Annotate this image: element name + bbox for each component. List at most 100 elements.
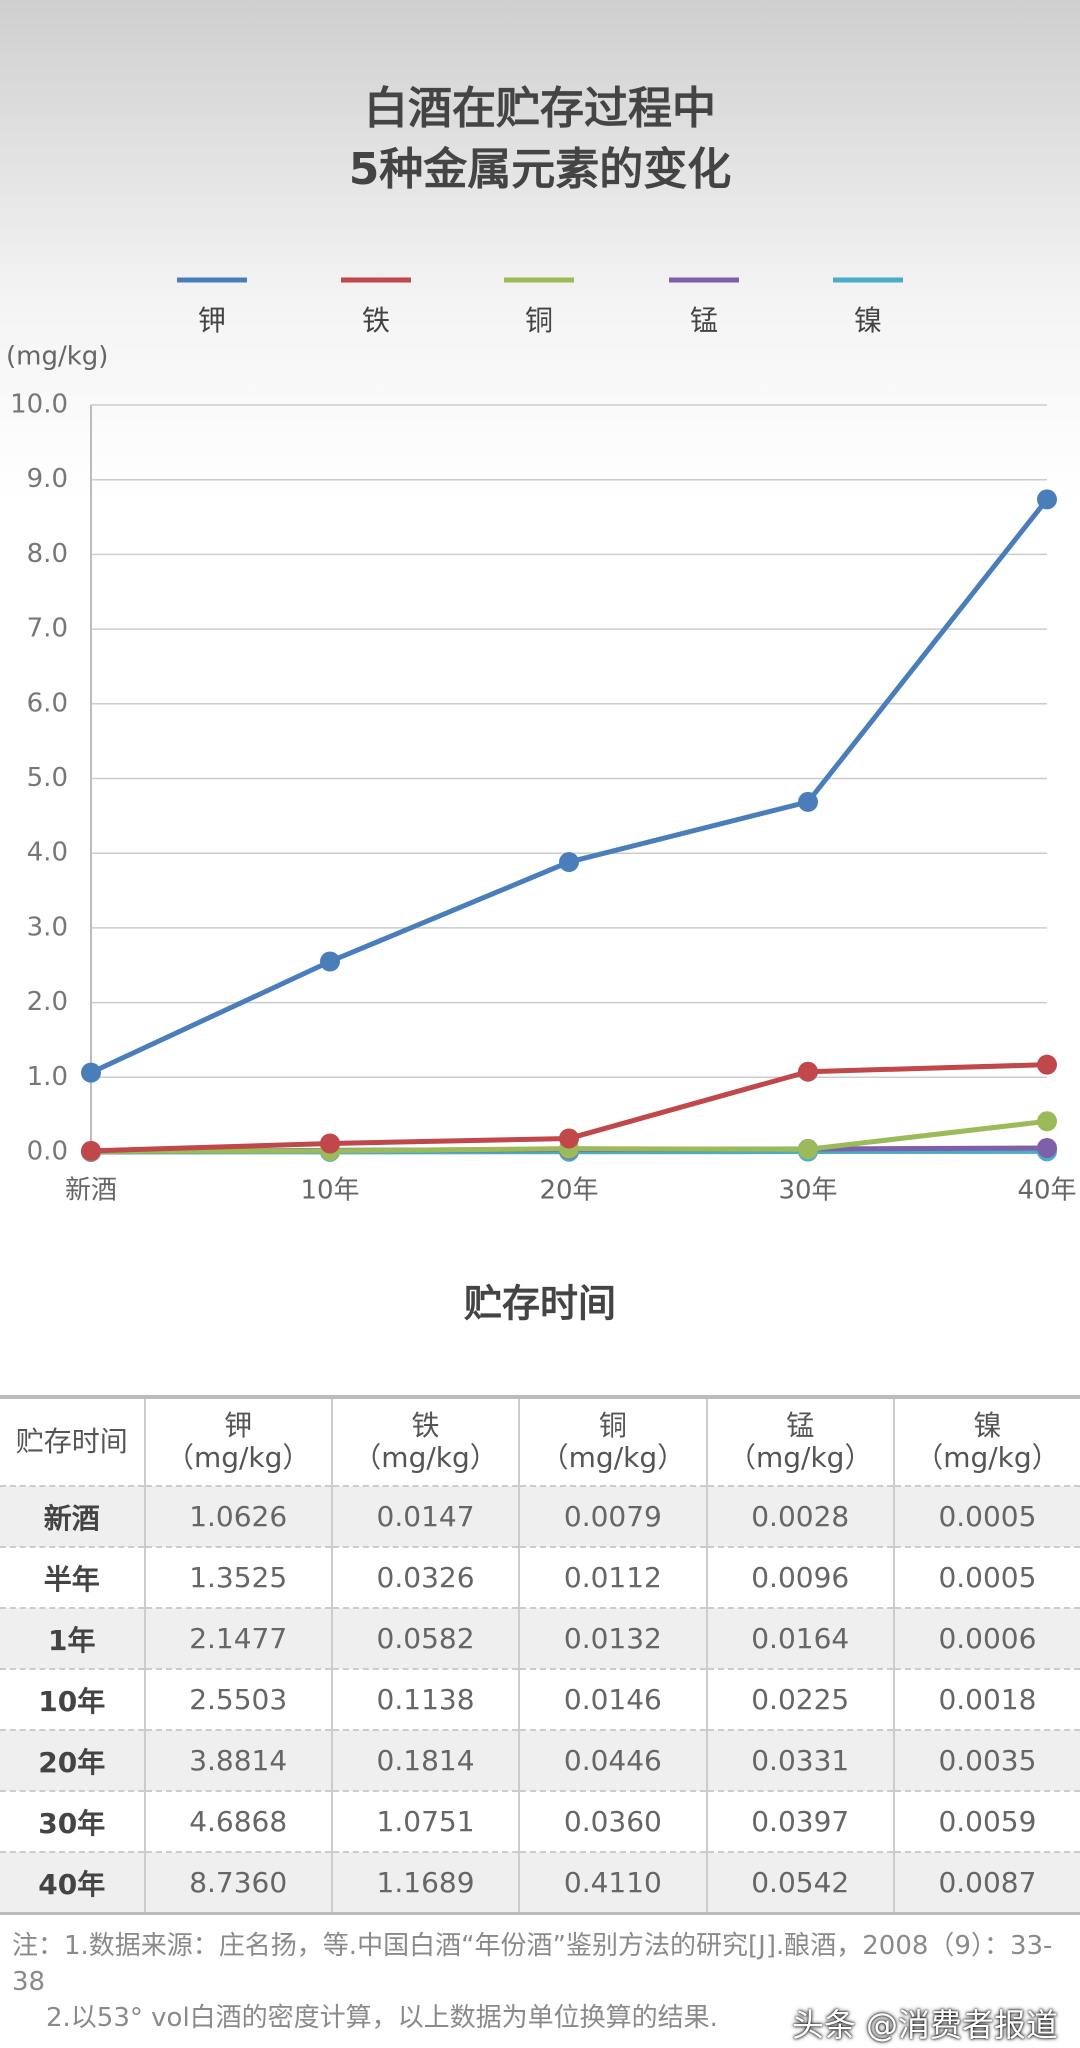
table-cell: 0.0446 [518,1729,707,1791]
table-cell: 30年 [0,1790,145,1852]
point [320,951,340,972]
table-cell: 0.0006 [892,1607,1080,1669]
point [1037,1137,1057,1158]
header-text: 钾 [224,1409,253,1442]
point [1037,489,1057,510]
table-cell: 10年 [0,1668,145,1730]
y-tick-label: 10.0 [10,390,68,420]
table-cell: 0.1138 [330,1668,520,1730]
x-axis-label: 贮存时间 [464,1282,616,1326]
table-cell: 0.0132 [518,1607,707,1669]
table-row: 半年 1.3525 0.0326 0.0112 0.0096 0.0005 [0,1546,1080,1608]
header-unit: （mg/kg） [727,1441,873,1474]
header-cell: 铁（mg/kg） [330,1397,520,1486]
y-tick-label: 0.0 [27,1137,68,1167]
table-cell: 0.0542 [705,1851,894,1914]
table-cell: 40年 [0,1851,145,1914]
legend-label: 钾 [198,304,226,337]
table-cell: 0.0005 [892,1485,1080,1547]
table-cell: 0.0147 [330,1485,520,1547]
note: 2.以53° vol白酒的密度计算，以上数据为单位换算的结果. [46,2003,718,2033]
point [320,1133,340,1154]
series-line [89,497,1049,1075]
table-cell: 0.0087 [892,1851,1080,1914]
y-tick-label: 8.0 [27,539,68,569]
x-tick-label: 10年 [300,1176,359,1206]
table-row: 1年 2.1477 0.0582 0.0132 0.0164 0.0006 [0,1607,1080,1669]
table-row: 10年 2.5503 0.1138 0.0146 0.0225 0.0018 [0,1668,1080,1730]
header-text: 铁 [411,1409,440,1442]
table-cell: 0.0164 [705,1607,894,1669]
y-tick-label: 3.0 [27,912,68,942]
header-cell: 钾（mg/kg） [143,1397,332,1486]
header-cell: 贮存时间 [0,1397,145,1486]
table-cell: 0.0397 [705,1790,894,1852]
y-tick-label: 7.0 [27,614,68,644]
y-tick-label: 2.0 [27,987,68,1017]
point [798,791,818,812]
table-cell: 0.0005 [892,1546,1080,1608]
x-tick-label: 30年 [778,1176,837,1206]
header-text: 铜 [598,1409,627,1442]
notes: 注：1.数据来源：庄名扬，等.中国白酒“年份酒”鉴别方法的研究[J].酿酒，20… [12,1928,1072,2036]
header-unit: （mg/kg） [353,1441,498,1474]
table-cell: 0.0331 [705,1729,894,1791]
table-cell: 0.0326 [330,1546,520,1608]
header-cell: 镍（mg/kg） [892,1397,1080,1486]
table-cell: 0.0360 [518,1790,707,1852]
x-tick-label: 新酒 [65,1176,117,1206]
table-cell: 2.5503 [143,1668,332,1730]
legend-label: 铜 [525,304,553,337]
note: 注：1.数据来源：庄名扬，等.中国白酒“年份酒”鉴别方法的研究[J].酿酒，20… [12,1931,1053,1997]
table-row: 30年 4.6868 1.0751 0.0360 0.0397 0.0059 [0,1790,1080,1852]
y-tick-label: 1.0 [27,1062,68,1092]
table-row: 新酒 1.0626 0.0147 0.0079 0.0028 0.0005 [0,1485,1080,1547]
table-cell: 1.0626 [143,1485,332,1547]
legend-label: 镍 [854,304,882,337]
table-cell: 0.0112 [518,1546,707,1608]
chart: 白酒在贮存过程中 5种金属元素的变化 (mg/kg) 贮存时间 0.0 1.0 2.… [6,83,1077,1326]
table-cell: 0.0225 [705,1668,894,1730]
table-cell: 0.0059 [892,1790,1080,1852]
y-tick-label: 6.0 [27,688,68,718]
point [81,1062,101,1083]
table-cell: 20年 [0,1729,145,1791]
header-row: 贮存时间钾（mg/kg）铁（mg/kg）铜（mg/kg）锰（mg/kg）镍（mg… [0,1397,1080,1486]
table-cell: 0.0096 [705,1546,894,1608]
x-tick-label: 40年 [1017,1176,1076,1206]
y-axis-label: (mg/kg) [6,342,108,372]
header-unit: （mg/kg） [540,1441,686,1474]
table-cell: 1年 [0,1607,145,1669]
header-text: 镍 [973,1409,1002,1442]
y-tick-label: 5.0 [27,763,68,793]
point [559,1128,579,1149]
table-row: 20年 3.8814 0.1814 0.0446 0.0331 0.0035 [0,1729,1080,1791]
table-cell: 0.0079 [518,1485,707,1547]
y-tick-label: 4.0 [27,838,68,868]
header-cell: 锰（mg/kg） [705,1397,894,1486]
table-cell: 半年 [0,1546,145,1608]
x-tick-label: 20年 [539,1176,598,1206]
table-cell: 0.0582 [330,1607,520,1669]
chart-title: 白酒在贮存过程中 [364,83,716,134]
table-cell: 0.0028 [705,1485,894,1547]
table-cell: 1.0751 [330,1790,520,1852]
watermark: 头条 @消费者报道 [791,2006,1058,2044]
point [1037,1054,1057,1075]
table-cell: 4.6868 [143,1790,332,1852]
table-cell: 0.4110 [518,1851,707,1914]
table-cell: 1.3525 [143,1546,332,1608]
y-tick-label: 9.0 [27,464,68,494]
data-table: 贮存时间钾（mg/kg）铁（mg/kg）铜（mg/kg）锰（mg/kg）镍（mg… [0,1395,1080,1915]
table-cell: 0.1814 [330,1729,520,1791]
table-cell: 新酒 [0,1485,145,1547]
table-cell: 0.0018 [892,1668,1080,1730]
header-unit: （mg/kg） [165,1441,311,1474]
header-text: 锰 [786,1409,815,1442]
table-cell: 1.1689 [330,1851,520,1914]
table-cell: 2.1477 [143,1607,332,1669]
header-cell: 铜（mg/kg） [518,1397,707,1486]
point [559,852,579,873]
legend-label: 铁 [362,304,390,337]
